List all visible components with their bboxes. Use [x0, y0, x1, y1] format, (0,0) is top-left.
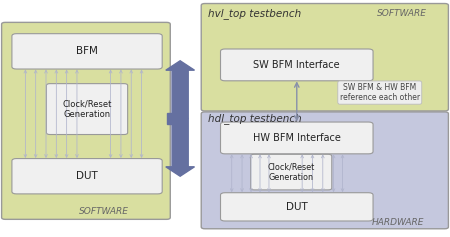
Text: SW BFM & HW BFM
reference each other: SW BFM & HW BFM reference each other — [340, 83, 420, 102]
Text: hvl_top testbench: hvl_top testbench — [208, 8, 301, 19]
Text: SOFTWARE: SOFTWARE — [79, 207, 129, 216]
FancyBboxPatch shape — [12, 34, 162, 69]
Text: Clock/Reset
Generation: Clock/Reset Generation — [63, 99, 112, 119]
Text: SOFTWARE: SOFTWARE — [377, 9, 427, 18]
Text: SW BFM Interface: SW BFM Interface — [253, 60, 340, 70]
Text: DUT: DUT — [76, 171, 98, 181]
FancyBboxPatch shape — [201, 112, 448, 229]
FancyBboxPatch shape — [220, 49, 373, 81]
Text: hdl_top testbench: hdl_top testbench — [208, 113, 302, 124]
FancyBboxPatch shape — [12, 159, 162, 194]
Text: DUT: DUT — [286, 202, 308, 212]
FancyBboxPatch shape — [201, 4, 448, 111]
FancyBboxPatch shape — [46, 84, 128, 135]
Text: BFM: BFM — [76, 46, 98, 56]
Text: HW BFM Interface: HW BFM Interface — [253, 133, 341, 143]
Text: HARDWARE: HARDWARE — [371, 218, 424, 227]
FancyArrow shape — [166, 61, 194, 118]
Text: Clock/Reset
Generation: Clock/Reset Generation — [268, 162, 315, 182]
FancyBboxPatch shape — [220, 193, 373, 221]
FancyBboxPatch shape — [220, 122, 373, 154]
FancyBboxPatch shape — [2, 22, 170, 219]
FancyArrow shape — [166, 113, 180, 124]
FancyBboxPatch shape — [251, 154, 332, 190]
FancyArrow shape — [166, 118, 194, 176]
